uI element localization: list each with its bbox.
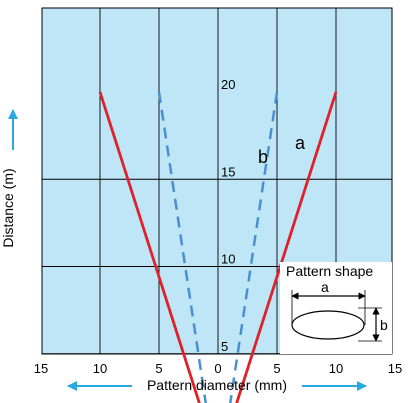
x-tick-label: 10: [93, 361, 107, 376]
y-tick-labels: 5 10 15 20: [220, 77, 236, 354]
y-tick-bg: [220, 165, 236, 179]
series-label-a: a: [295, 133, 306, 153]
y-axis-label: Distance (m): [0, 168, 16, 247]
y-tick-label: 10: [221, 252, 235, 267]
x-tick-label: 5: [155, 361, 162, 376]
x-tick-label: 5: [273, 361, 280, 376]
x-tick-label: 15: [388, 361, 402, 376]
x-tick-label: 10: [329, 361, 343, 376]
series-a-right-line: [235, 91, 338, 403]
pattern-shape-inset: Pattern shape a b: [280, 262, 392, 354]
x-tick-label: 15: [34, 361, 48, 376]
y-tick-label: 15: [221, 164, 235, 179]
x-tick-labels: 15 10 5 0 5 10 15: [34, 361, 402, 376]
inset-height-label: b: [380, 317, 388, 333]
inset-title: Pattern shape: [286, 263, 373, 279]
inset-width-label: a: [321, 279, 329, 295]
y-tick-bg: [220, 78, 236, 91]
x-tick-label: 0: [214, 361, 221, 376]
series-label-b: b: [258, 147, 268, 167]
y-tick-bg: [220, 252, 236, 266]
y-tick-bg: [220, 339, 236, 353]
y-tick-label: 20: [221, 77, 235, 92]
series-a-left-line: [98, 91, 201, 403]
y-tick-label: 5: [221, 339, 228, 354]
inset-ellipse: [291, 310, 365, 340]
x-axis-label: Pattern diameter (mm): [147, 377, 287, 393]
series-lines: [98, 91, 338, 403]
